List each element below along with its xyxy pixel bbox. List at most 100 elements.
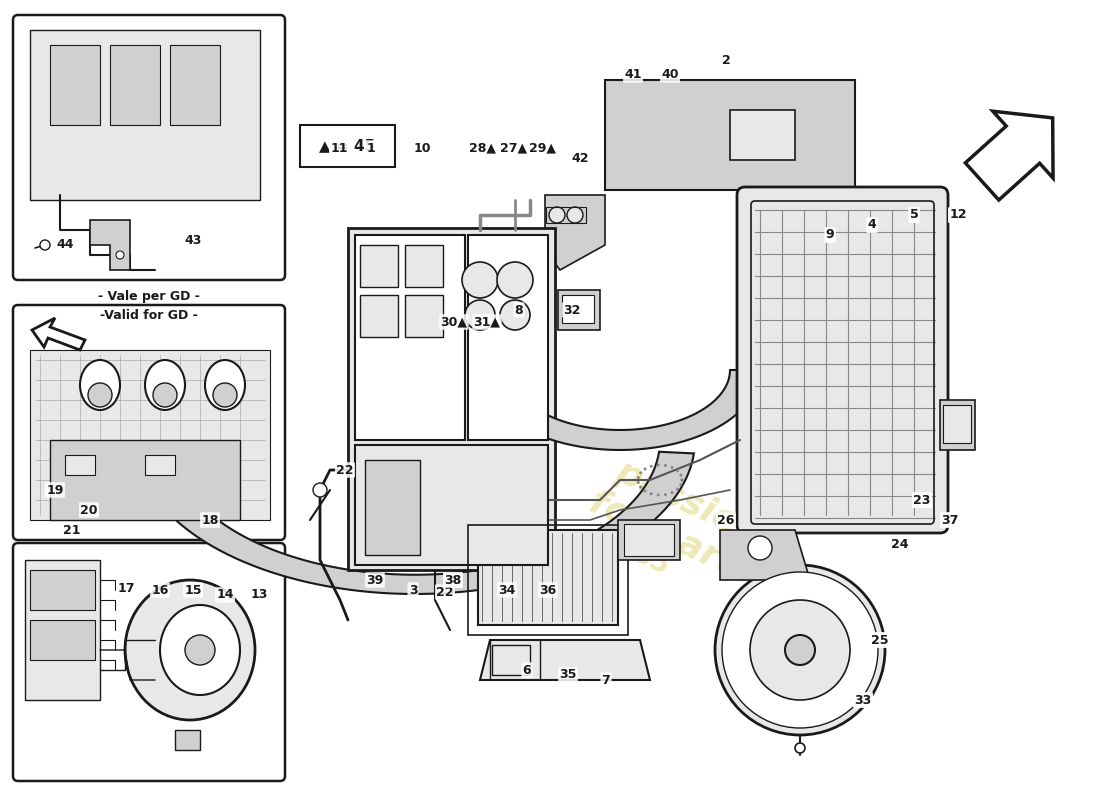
Polygon shape bbox=[618, 520, 680, 560]
Text: ▲ = 45: ▲ = 45 bbox=[319, 138, 375, 154]
Text: 33: 33 bbox=[855, 694, 871, 706]
Text: 4: 4 bbox=[868, 218, 877, 231]
Text: 38: 38 bbox=[444, 574, 462, 586]
Ellipse shape bbox=[160, 605, 240, 695]
Text: 85: 85 bbox=[627, 539, 673, 581]
Text: 2: 2 bbox=[722, 54, 730, 66]
Circle shape bbox=[213, 383, 236, 407]
Text: 42: 42 bbox=[571, 151, 588, 165]
Circle shape bbox=[657, 463, 660, 466]
Circle shape bbox=[680, 474, 682, 477]
Text: 30▲: 30▲ bbox=[440, 315, 467, 329]
Circle shape bbox=[637, 476, 640, 479]
FancyBboxPatch shape bbox=[13, 305, 285, 540]
Polygon shape bbox=[355, 445, 548, 565]
Text: 12: 12 bbox=[949, 209, 967, 222]
Polygon shape bbox=[480, 640, 650, 680]
Polygon shape bbox=[480, 370, 760, 450]
Bar bbox=[110, 45, 160, 125]
Ellipse shape bbox=[80, 360, 120, 410]
Ellipse shape bbox=[145, 360, 185, 410]
Circle shape bbox=[675, 470, 679, 472]
Text: 23: 23 bbox=[913, 494, 931, 506]
Bar bbox=[624, 524, 674, 556]
FancyBboxPatch shape bbox=[13, 15, 285, 280]
Circle shape bbox=[497, 262, 534, 298]
Polygon shape bbox=[30, 350, 270, 520]
Polygon shape bbox=[365, 460, 420, 555]
Text: 34: 34 bbox=[498, 583, 516, 597]
Circle shape bbox=[116, 251, 124, 259]
Text: 3: 3 bbox=[409, 583, 417, 597]
Circle shape bbox=[795, 743, 805, 753]
Polygon shape bbox=[136, 452, 694, 594]
Text: 15: 15 bbox=[185, 583, 201, 597]
Bar bbox=[145, 455, 175, 475]
Bar bbox=[943, 405, 971, 443]
Text: 24: 24 bbox=[891, 538, 909, 551]
Text: 37: 37 bbox=[942, 514, 959, 526]
Polygon shape bbox=[30, 30, 260, 200]
Circle shape bbox=[715, 565, 886, 735]
Text: 40: 40 bbox=[661, 69, 679, 82]
Polygon shape bbox=[940, 400, 975, 450]
FancyBboxPatch shape bbox=[737, 187, 948, 533]
Circle shape bbox=[639, 486, 642, 489]
Circle shape bbox=[40, 240, 49, 250]
Text: 18: 18 bbox=[201, 514, 219, 526]
Polygon shape bbox=[720, 530, 810, 580]
Circle shape bbox=[750, 600, 850, 700]
FancyBboxPatch shape bbox=[13, 543, 285, 781]
Circle shape bbox=[88, 383, 112, 407]
Circle shape bbox=[681, 478, 683, 482]
Circle shape bbox=[465, 300, 495, 330]
Circle shape bbox=[566, 207, 583, 223]
Polygon shape bbox=[355, 235, 465, 440]
Text: 41: 41 bbox=[625, 69, 641, 82]
Circle shape bbox=[639, 471, 642, 474]
Text: 25: 25 bbox=[871, 634, 889, 646]
Text: 24: 24 bbox=[891, 538, 909, 551]
Circle shape bbox=[681, 478, 683, 482]
Circle shape bbox=[785, 635, 815, 665]
Polygon shape bbox=[966, 111, 1053, 200]
Circle shape bbox=[153, 383, 177, 407]
Text: 7: 7 bbox=[602, 674, 610, 686]
Circle shape bbox=[748, 536, 772, 560]
Text: 22: 22 bbox=[437, 586, 453, 598]
Text: 37: 37 bbox=[942, 514, 959, 526]
Text: 16: 16 bbox=[152, 583, 168, 597]
Bar bbox=[30, 570, 95, 610]
Bar bbox=[730, 110, 795, 160]
Text: 25: 25 bbox=[871, 634, 889, 646]
Bar bbox=[30, 620, 95, 660]
Polygon shape bbox=[348, 228, 556, 570]
Polygon shape bbox=[605, 80, 855, 190]
Circle shape bbox=[664, 464, 667, 467]
Bar bbox=[175, 730, 200, 750]
Circle shape bbox=[650, 492, 652, 495]
Text: 22: 22 bbox=[337, 463, 354, 477]
Text: 20: 20 bbox=[80, 503, 98, 517]
Text: 21: 21 bbox=[64, 523, 80, 537]
Bar bbox=[405, 295, 443, 337]
Circle shape bbox=[644, 490, 647, 493]
Circle shape bbox=[675, 488, 679, 490]
Bar bbox=[170, 45, 220, 125]
Circle shape bbox=[549, 207, 565, 223]
Polygon shape bbox=[544, 195, 605, 270]
Text: 28▲: 28▲ bbox=[470, 142, 496, 154]
Text: 9: 9 bbox=[826, 229, 834, 242]
Text: 6: 6 bbox=[522, 663, 531, 677]
Text: 1: 1 bbox=[366, 142, 375, 154]
Text: 38: 38 bbox=[444, 574, 462, 586]
Bar bbox=[360, 245, 398, 287]
Text: 5: 5 bbox=[910, 209, 918, 222]
Text: - Vale per GD -
-Valid for GD -: - Vale per GD - -Valid for GD - bbox=[98, 290, 200, 322]
Polygon shape bbox=[50, 440, 240, 520]
Circle shape bbox=[722, 572, 878, 728]
Text: 29▲: 29▲ bbox=[529, 142, 557, 154]
Text: 13: 13 bbox=[251, 589, 267, 602]
Text: 26: 26 bbox=[717, 514, 735, 526]
Text: 17: 17 bbox=[118, 582, 134, 594]
